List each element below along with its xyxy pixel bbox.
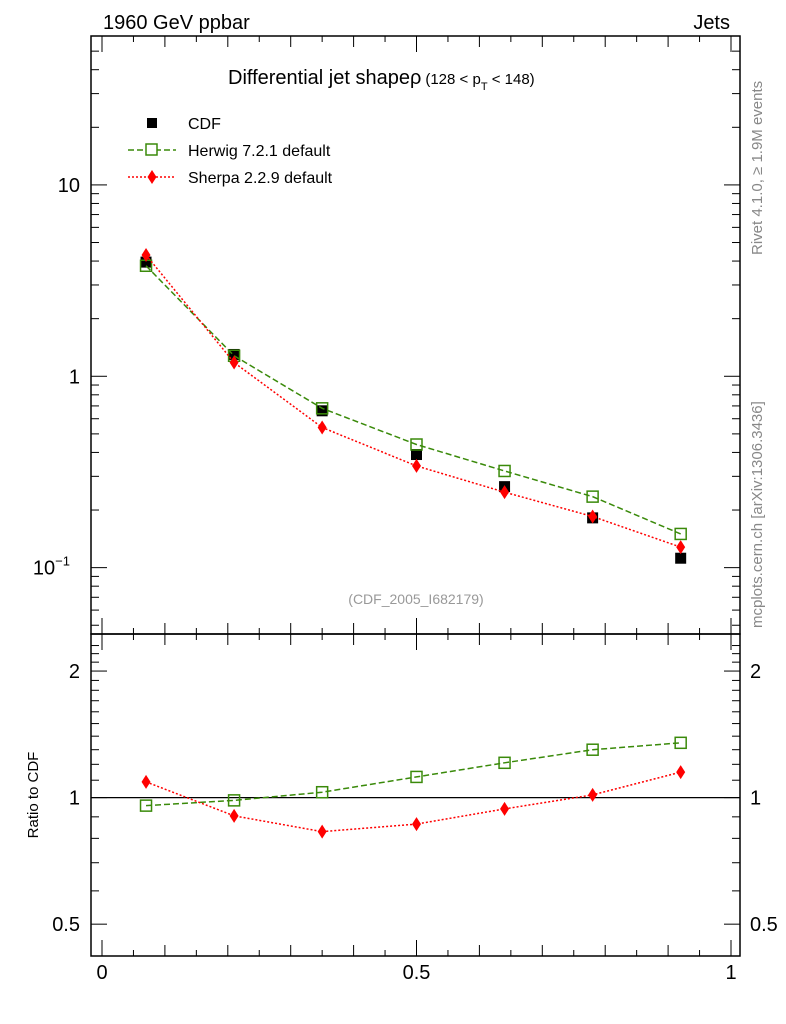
ratio-x-ticks: [101, 634, 732, 956]
ratio-axis-label: Ratio to CDF: [25, 752, 42, 839]
ratio-x-tick-label: 1: [725, 962, 736, 984]
data-point-cdf: [228, 348, 240, 360]
main-series: [139, 248, 687, 564]
main-y-tick-label: 1: [69, 366, 80, 388]
ratio-x-tick-label: 0.5: [403, 962, 431, 984]
data-point-cdf: [411, 449, 422, 461]
chart-title-range-post: < 148): [488, 71, 535, 88]
data-point-herwig: [315, 402, 329, 415]
data-point-sherpa: [229, 355, 239, 370]
main-y-ticks: [91, 35, 740, 626]
data-point-herwig: [586, 490, 599, 503]
rivet-version-label: Rivet 4.1.0, ≥ 1.9M events: [749, 81, 766, 255]
ratio-x-tick-labels: 0 0.5 1: [96, 962, 736, 984]
data-point-herwig: [674, 736, 687, 750]
herwig-series-line: [145, 265, 681, 535]
legend: CDF Herwig 7.2.1 default Sherpa 2.2.9 de…: [128, 116, 333, 187]
analysis-watermark: (CDF_2005_I682179): [348, 591, 483, 607]
sherpa-series-line: [145, 254, 681, 548]
data-point-sherpa: [676, 765, 686, 780]
ratio-x-tick-label: 0: [96, 962, 107, 984]
data-point-herwig: [674, 527, 687, 541]
legend-label-cdf: CDF: [188, 116, 221, 133]
data-point-herwig: [410, 438, 423, 451]
header-category-label: Jets: [693, 12, 730, 34]
chart-title: Differential jet shapeρ (128 < pT < 148): [228, 67, 535, 93]
legend-marker-herwig: [145, 143, 158, 156]
data-point-herwig: [586, 743, 599, 756]
data-point-sherpa: [412, 458, 421, 473]
data-point-sherpa: [676, 540, 686, 555]
ratio-y-tick-label-right: 0.5: [750, 914, 778, 936]
data-point-herwig: [498, 756, 511, 770]
data-point-sherpa: [141, 774, 151, 789]
legend-label-herwig: Herwig 7.2.1 default: [188, 143, 331, 160]
data-point-herwig: [410, 770, 423, 784]
main-y-tick-label: 10−1: [33, 554, 70, 580]
ratio-y-tick-label-left: 1: [69, 788, 80, 810]
legend-marker-cdf: [147, 118, 157, 128]
data-point-sherpa: [588, 509, 598, 524]
data-point-sherpa: [500, 485, 510, 500]
ratio-frame: [90, 633, 741, 957]
legend-label-sherpa: Sherpa 2.2.9 default: [188, 170, 333, 187]
data-point-sherpa: [317, 824, 327, 839]
main-x-ticks: [101, 36, 732, 634]
ratio-y-tick-label-right: 2: [750, 661, 761, 683]
ratio-y-tick-labels: 2 2 1 1 0.5 0.5: [52, 661, 778, 936]
data-point-herwig: [498, 464, 511, 478]
ratio-y-ticks: [91, 645, 740, 925]
data-point-herwig: [227, 794, 241, 807]
data-point-sherpa: [229, 808, 239, 823]
ratio-panel: 2 21 10.5 0.5 0 0.5 1 Ratio to CDF: [25, 633, 778, 984]
ratio-y-tick-label-left: 0.5: [52, 914, 80, 936]
ratio-y-tick-label-right: 1: [750, 788, 761, 810]
chart-title-range-pre: (128 < p: [425, 71, 480, 88]
data-point-sherpa: [317, 420, 327, 435]
main-y-tick-label-base: 10: [33, 558, 55, 580]
data-point-sherpa: [500, 801, 510, 816]
chart-title-main: Differential jet shapeρ: [228, 67, 421, 89]
data-point-cdf: [316, 405, 328, 417]
chart-title-range-sub: T: [481, 81, 488, 93]
ratio-series: [139, 736, 687, 839]
data-point-herwig: [139, 799, 153, 812]
legend-marker-sherpa: [147, 170, 157, 184]
data-point-herwig: [315, 785, 329, 799]
herwig-series-line: [145, 742, 681, 807]
main-y-tick-label: 10: [58, 175, 80, 197]
main-y-tick-label-exp: −1: [55, 554, 70, 569]
data-point-cdf: [675, 552, 687, 564]
data-point-sherpa: [141, 248, 151, 263]
header-energy-label: 1960 GeV ppbar: [103, 12, 250, 34]
ratio-y-tick-label-left: 2: [69, 661, 80, 683]
mcplots-url-label: mcplots.cern.ch [arXiv:1306.3436]: [749, 401, 766, 628]
data-point-sherpa: [588, 787, 598, 802]
data-point-cdf: [140, 256, 152, 268]
data-point-sherpa: [412, 817, 421, 832]
